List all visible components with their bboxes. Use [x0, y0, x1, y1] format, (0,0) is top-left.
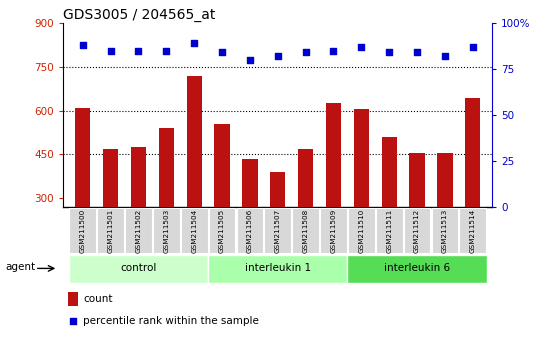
Text: GSM211513: GSM211513 — [442, 209, 448, 253]
FancyBboxPatch shape — [97, 207, 124, 253]
Bar — [382, 137, 397, 286]
FancyBboxPatch shape — [432, 207, 458, 253]
FancyBboxPatch shape — [125, 207, 152, 253]
FancyBboxPatch shape — [69, 207, 96, 253]
Point — [385, 50, 394, 55]
FancyBboxPatch shape — [320, 207, 347, 253]
Text: GSM211504: GSM211504 — [191, 209, 197, 253]
FancyBboxPatch shape — [181, 207, 207, 253]
Text: interleukin 6: interleukin 6 — [384, 263, 450, 273]
FancyBboxPatch shape — [292, 207, 319, 253]
Point — [69, 318, 78, 324]
Bar — [68, 292, 78, 306]
Point — [441, 53, 449, 59]
Point — [469, 44, 477, 50]
FancyBboxPatch shape — [404, 207, 431, 253]
Text: GSM211510: GSM211510 — [358, 209, 364, 253]
Text: GSM211502: GSM211502 — [135, 209, 141, 253]
FancyBboxPatch shape — [348, 255, 487, 283]
Point — [190, 40, 199, 46]
FancyBboxPatch shape — [459, 207, 486, 253]
FancyBboxPatch shape — [348, 207, 375, 253]
Bar — [326, 103, 341, 286]
Text: GSM211512: GSM211512 — [414, 209, 420, 253]
Text: GSM211514: GSM211514 — [470, 209, 476, 253]
Text: GSM211508: GSM211508 — [302, 209, 309, 253]
Text: GSM211509: GSM211509 — [331, 209, 337, 253]
FancyBboxPatch shape — [69, 255, 208, 283]
Text: GSM211511: GSM211511 — [386, 209, 392, 253]
Point — [301, 50, 310, 55]
Bar — [75, 108, 90, 286]
Bar — [131, 147, 146, 286]
Point — [273, 53, 282, 59]
Bar — [186, 76, 202, 286]
Text: GSM211506: GSM211506 — [247, 209, 253, 253]
Bar — [242, 159, 257, 286]
Point — [106, 48, 115, 53]
Point — [78, 42, 87, 48]
Point — [357, 44, 366, 50]
Bar — [103, 149, 118, 286]
Bar — [437, 153, 453, 286]
Bar — [270, 172, 285, 286]
Point — [134, 48, 143, 53]
Bar — [465, 97, 480, 286]
FancyBboxPatch shape — [208, 255, 348, 283]
Text: GSM211500: GSM211500 — [80, 209, 86, 253]
Bar — [354, 109, 369, 286]
Text: percentile rank within the sample: percentile rank within the sample — [84, 316, 259, 326]
Text: control: control — [120, 263, 157, 273]
Text: GSM211503: GSM211503 — [163, 209, 169, 253]
Bar — [409, 153, 425, 286]
FancyBboxPatch shape — [236, 207, 263, 253]
Bar — [298, 149, 314, 286]
Text: agent: agent — [5, 262, 35, 273]
Point — [245, 57, 254, 63]
Text: interleukin 1: interleukin 1 — [245, 263, 311, 273]
FancyBboxPatch shape — [376, 207, 403, 253]
Text: GDS3005 / 204565_at: GDS3005 / 204565_at — [63, 8, 216, 22]
Text: GSM211507: GSM211507 — [275, 209, 280, 253]
Bar — [214, 124, 230, 286]
Text: count: count — [84, 294, 113, 304]
Text: GSM211501: GSM211501 — [108, 209, 114, 253]
FancyBboxPatch shape — [265, 207, 291, 253]
Bar — [158, 128, 174, 286]
Point — [412, 50, 421, 55]
Text: GSM211505: GSM211505 — [219, 209, 225, 253]
FancyBboxPatch shape — [208, 207, 235, 253]
Point — [218, 50, 227, 55]
Point — [329, 48, 338, 53]
FancyBboxPatch shape — [153, 207, 180, 253]
Point — [162, 48, 170, 53]
